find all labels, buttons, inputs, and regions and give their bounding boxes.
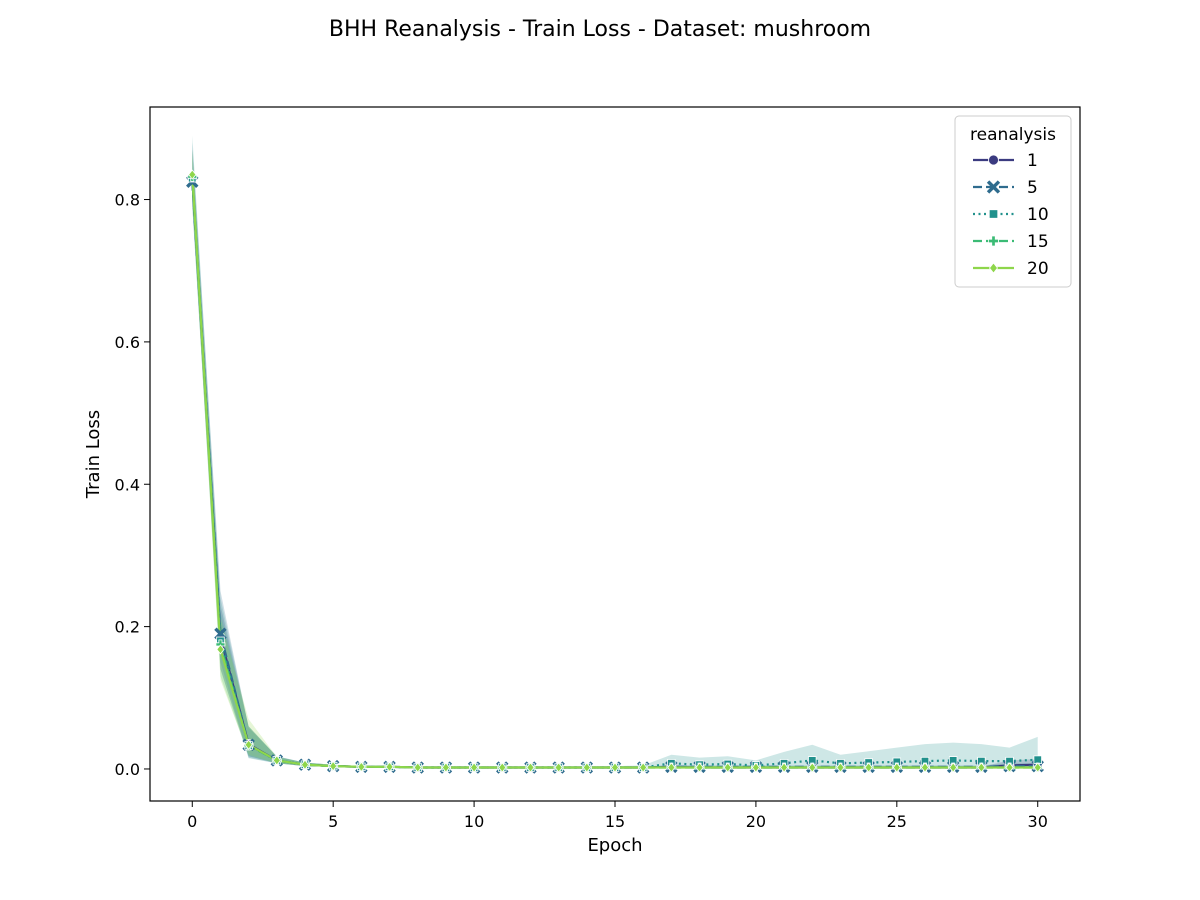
point-20-25: [892, 762, 901, 773]
point-20-22: [808, 762, 817, 773]
point-20-6: [357, 761, 366, 772]
point-20-14: [582, 762, 591, 773]
legend-marker-5: [986, 180, 1001, 194]
point-20-23: [836, 762, 845, 773]
point-20-10: [469, 762, 479, 773]
point-20-2: [244, 739, 253, 750]
y-tick-label-2: 0.4: [115, 475, 140, 494]
point-20-0: [188, 169, 197, 180]
x-tick-label-30: 30: [1028, 812, 1048, 831]
y-tick-label-4: 0.8: [115, 191, 140, 210]
legend-label-20: 20: [1027, 259, 1049, 279]
y-tick-label-3: 0.6: [115, 333, 140, 352]
point-20-18: [695, 762, 704, 773]
point-20-28: [977, 762, 986, 773]
legend-marker-1: [988, 154, 999, 166]
markers-series-20: [188, 169, 1042, 773]
point-20-27: [949, 762, 958, 773]
point-20-13: [554, 762, 563, 773]
point-20-24: [864, 762, 873, 773]
legend-entry-10: 10: [973, 205, 1049, 225]
point-20-5: [329, 760, 338, 772]
point-20-21: [779, 762, 789, 773]
point-20-11: [498, 762, 507, 773]
point-5-1: [214, 627, 227, 640]
legend-box: [954, 115, 1072, 288]
x-axis-ticks: 0 5 10 15 20 25 30: [187, 801, 1048, 831]
chart-title: BHH Reanalysis - Train Loss - Dataset: m…: [329, 17, 871, 42]
point-20-1: [216, 644, 225, 655]
x-tick-label-10: 10: [464, 812, 484, 831]
legend-label-10: 10: [1027, 205, 1049, 225]
point-10-30: [1033, 755, 1042, 764]
point-20-7: [385, 761, 394, 772]
legend-entry-1: 1: [973, 151, 1038, 171]
point-20-30: [1033, 762, 1042, 773]
y-axis-ticks: 0.0 0.2 0.4 0.6 0.8: [115, 191, 150, 779]
legend-label-5: 5: [1027, 178, 1038, 198]
x-tick-label-20: 20: [746, 812, 766, 831]
point-20-20: [751, 762, 761, 773]
point-20-8: [413, 762, 422, 773]
legend-entry-5: 5: [973, 178, 1038, 198]
legend-marker-15: [988, 235, 999, 247]
y-tick-label-1: 0.2: [115, 618, 140, 637]
legend-marker-10: [988, 209, 999, 219]
point-20-9: [441, 762, 451, 773]
x-tick-label-0: 0: [187, 812, 197, 831]
legend-label-15: 15: [1027, 232, 1049, 252]
legend-entry-20: 20: [973, 259, 1049, 279]
legend-entry-15: 15: [973, 232, 1049, 252]
point-20-15: [610, 762, 620, 773]
legend-marker-20: [988, 262, 999, 274]
point-20-16: [639, 762, 648, 773]
x-axis-label: Epoch: [587, 835, 642, 856]
legend-label-1: 1: [1027, 151, 1038, 171]
point-20-17: [667, 762, 676, 773]
point-20-29: [1005, 762, 1014, 773]
point-20-12: [526, 762, 535, 773]
y-tick-label-0: 0.0: [115, 760, 140, 779]
x-tick-label-15: 15: [605, 812, 625, 831]
point-20-3: [272, 755, 281, 766]
legend-title: reanalysis: [970, 125, 1056, 145]
x-tick-label-5: 5: [328, 812, 338, 831]
y-axis-label: Train Loss: [83, 410, 104, 499]
series-markers: [186, 169, 1044, 774]
x-tick-label-25: 25: [887, 812, 907, 831]
point-20-4: [300, 759, 310, 770]
point-20-26: [920, 762, 930, 773]
point-20-19: [723, 762, 732, 773]
